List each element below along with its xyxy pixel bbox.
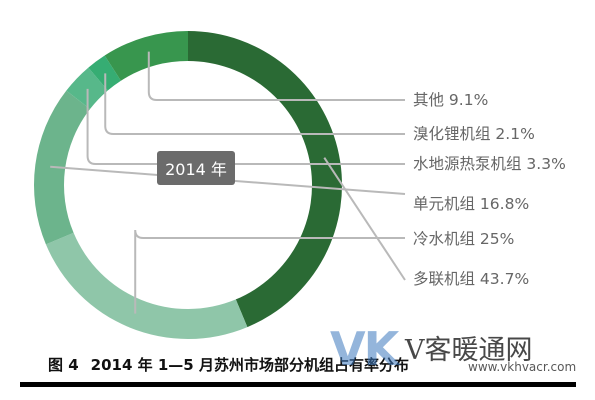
legend-label-chiller: 冷水机组 25% <box>413 230 515 248</box>
slice-4 <box>88 55 121 91</box>
leader-line-2 <box>86 88 405 165</box>
caption-text: 2014 年 1—5 月苏州市场部分机组占有率分布 <box>90 356 409 374</box>
figure-number: 图 4 <box>48 356 79 374</box>
leader-line-0 <box>147 51 405 101</box>
year-badge: 2014 年 <box>157 151 235 185</box>
caption-rule <box>20 382 576 387</box>
watermark-name: V客暖通网 <box>405 335 533 366</box>
slice-0 <box>188 31 342 328</box>
figure-caption: 图 4 2014 年 1—5 月苏州市场部分机组占有率分布 <box>48 354 409 375</box>
legend-label-lithium-bromide: 溴化锂机组 2.1% <box>413 125 535 143</box>
leader-line-5 <box>323 157 406 281</box>
leader-line-4 <box>134 229 405 314</box>
slice-1 <box>45 232 248 340</box>
legend-label-ground-source-heat-pump: 水地源热泵机组 3.3% <box>413 155 566 173</box>
leader-line-1 <box>104 73 405 135</box>
slice-3 <box>66 67 108 109</box>
legend-label-unitary: 单元机组 16.8% <box>413 195 530 213</box>
legend-label-vrf: 多联机组 43.7% <box>413 270 530 288</box>
slice-5 <box>104 31 188 81</box>
legend-label-other: 其他 9.1% <box>413 91 489 109</box>
watermark-url: www.vkhvacr.com <box>468 360 577 374</box>
watermark-logo: VK <box>330 322 399 376</box>
